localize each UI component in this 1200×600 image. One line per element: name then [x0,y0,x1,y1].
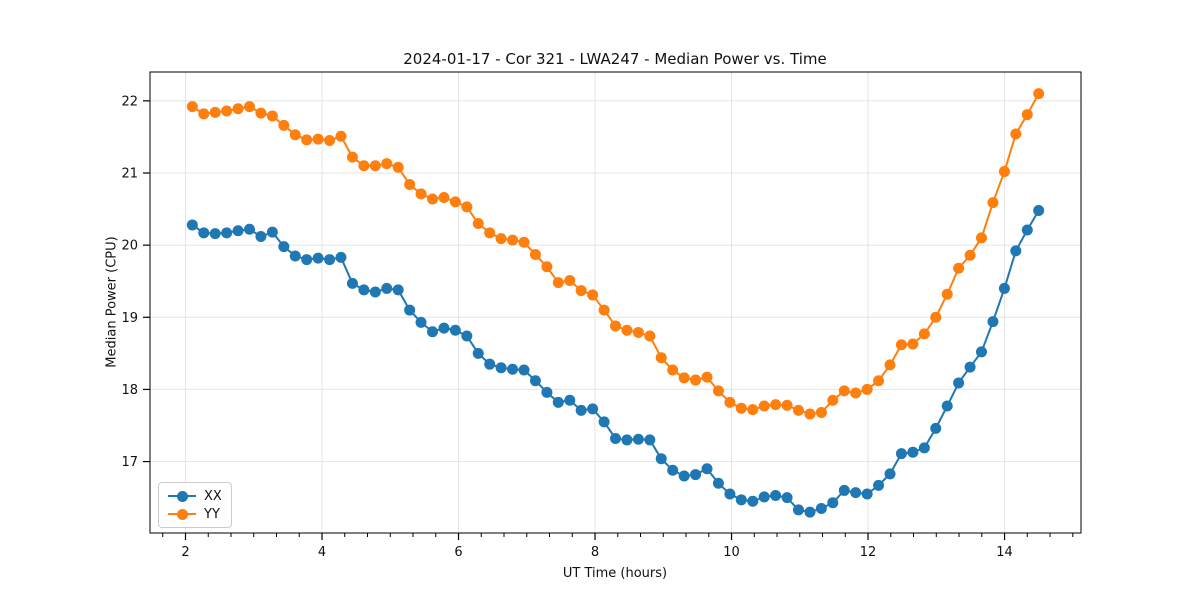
legend-row-yy: YY [168,506,222,522]
svg-text:12: 12 [860,545,877,560]
legend-label-xx: XX [204,488,222,504]
legend-line-marker-icon-yy [168,507,196,521]
x-axis-label: UT Time (hours) [562,566,668,581]
svg-text:8: 8 [591,545,599,560]
svg-text:10: 10 [723,545,740,560]
svg-text:22: 22 [121,94,138,109]
svg-text:17: 17 [121,455,138,470]
svg-text:18: 18 [121,383,138,398]
svg-text:2: 2 [181,545,189,560]
svg-text:21: 21 [121,167,138,182]
legend-label-yy: YY [204,506,220,522]
svg-text:20: 20 [121,239,138,254]
legend-row-xx: XX [168,488,222,504]
chart-title: 2024-01-17 - Cor 321 - LWA247 - Median P… [403,50,827,68]
svg-text:14: 14 [996,545,1013,560]
legend: XX YY [158,482,232,528]
legend-line-marker-icon-xx [168,489,196,503]
svg-text:4: 4 [318,545,326,560]
svg-text:19: 19 [121,311,138,326]
svg-text:6: 6 [454,545,462,560]
